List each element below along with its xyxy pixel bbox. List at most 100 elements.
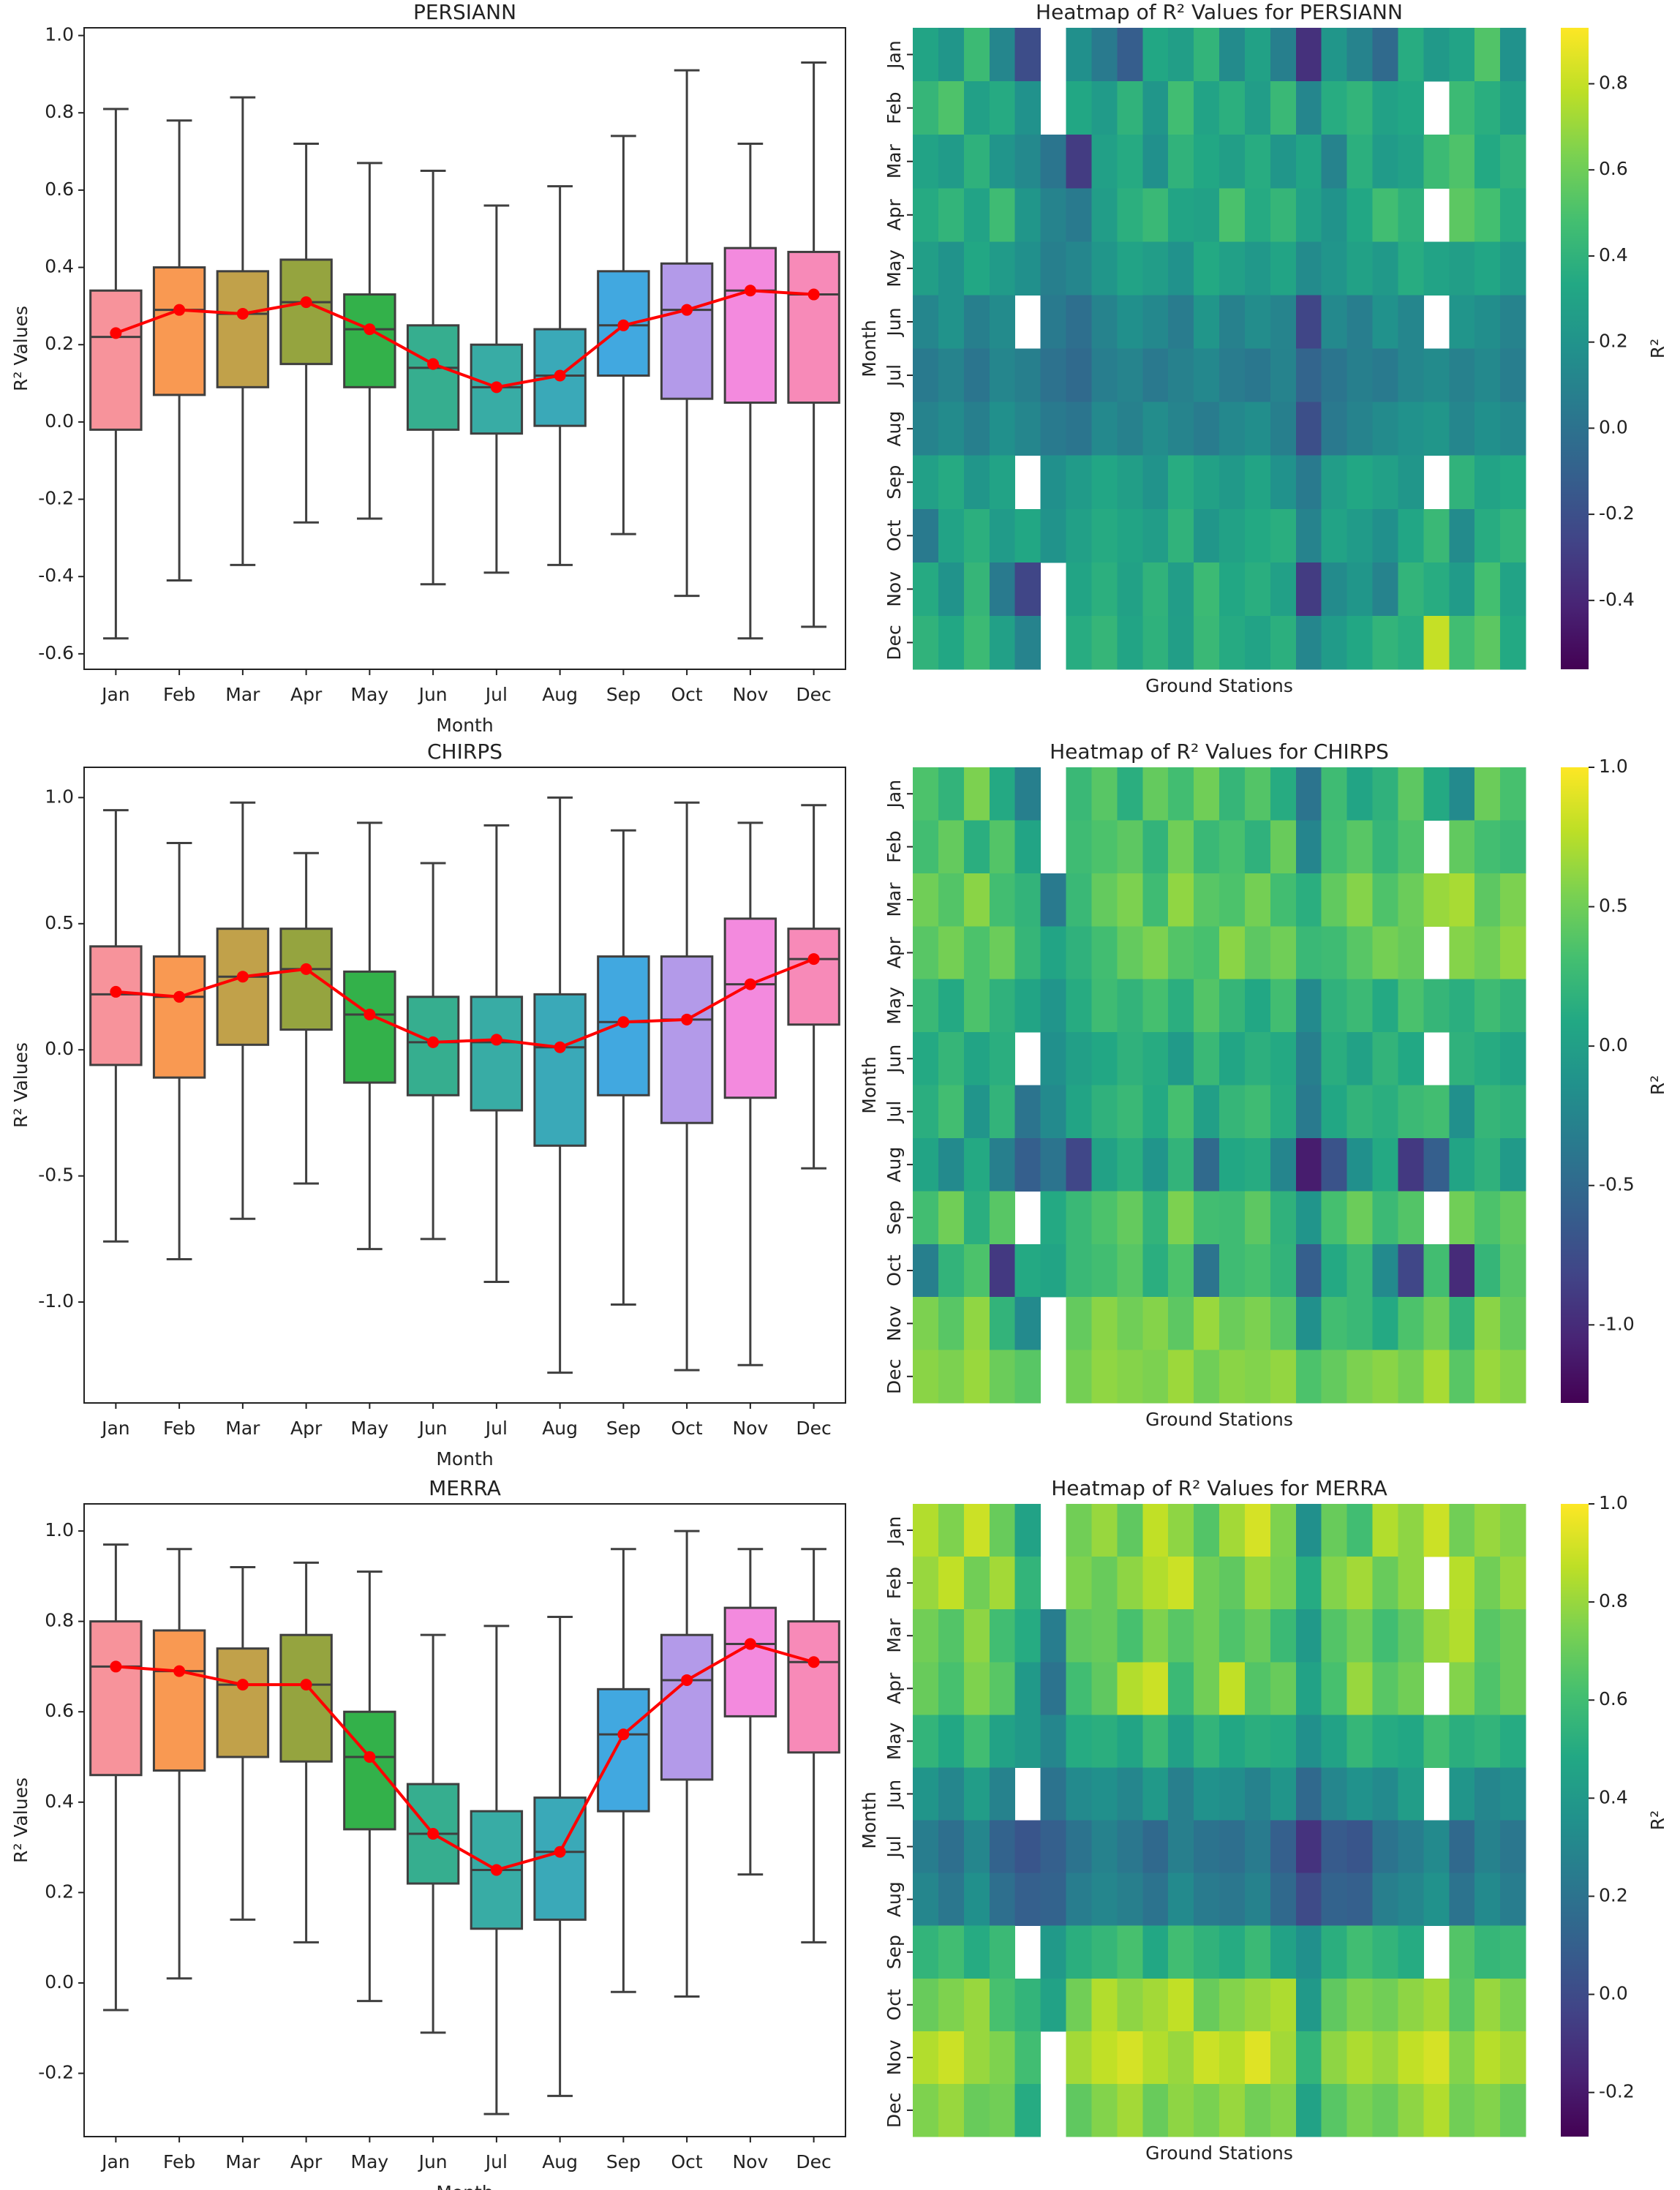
heatmap-cell <box>938 1297 965 1351</box>
heatmap-cell <box>1449 1243 1475 1298</box>
mean-line <box>116 957 815 1049</box>
heatmap-cell <box>1474 1715 1501 1768</box>
heatmap-cell <box>1449 979 1475 1033</box>
heatmap-cell <box>1423 1137 1450 1192</box>
heatmap-cell <box>1372 81 1398 135</box>
y-axis-label: R² Values <box>10 1777 31 1863</box>
heatmap-cell <box>1066 1243 1092 1298</box>
x-tick-label: Nov <box>732 684 768 705</box>
heatmap-cell <box>1244 295 1271 349</box>
heatmap-cell <box>913 979 939 1033</box>
heatmap-cell <box>1219 28 1246 82</box>
heatmap-cell <box>938 1085 965 1139</box>
heatmap-cell <box>913 1609 939 1663</box>
heatmap-cell <box>1474 2031 1501 2085</box>
heatmap-cell <box>989 28 1016 82</box>
heatmap-cell <box>1474 28 1501 82</box>
mean-point <box>173 304 186 316</box>
heatmap-cell <box>1398 1925 1424 1979</box>
heatmap-cell <box>938 1504 965 1557</box>
heatmap-cell <box>963 1609 990 1663</box>
heatmap-cell <box>1270 1243 1297 1298</box>
heatmap-cell <box>1244 1504 1271 1557</box>
x-tick-label: Apr <box>290 684 323 705</box>
heatmap-cell <box>1117 1767 1143 1821</box>
heatmap-cell <box>963 402 990 456</box>
heatmap-cell <box>1474 615 1501 670</box>
heatmap-cell <box>1168 81 1194 135</box>
heatmap-cell <box>938 562 965 617</box>
heatmap-cell <box>1219 1350 1246 1404</box>
mean-point <box>364 1751 376 1763</box>
heatmap-cell <box>1295 1350 1322 1404</box>
heatmap-cell <box>963 1820 990 1874</box>
heatmap-cell <box>1270 1191 1297 1245</box>
heatmap-cell <box>1474 1032 1501 1085</box>
heatmap-cell <box>1398 820 1424 874</box>
heatmap-cell <box>1168 2083 1194 2137</box>
heatmap-cell <box>1168 873 1194 927</box>
heatmap-cell <box>1500 2083 1526 2137</box>
colorbar-tick-label: 0.0 <box>1599 1983 1628 2004</box>
y-tick-label: 0.4 <box>45 1791 74 1812</box>
x-axis-label: Month <box>436 1448 493 1470</box>
heatmap-cell <box>1449 1032 1475 1085</box>
heatmap-cell <box>1066 2031 1092 2085</box>
heatmap-cell <box>1449 767 1475 821</box>
heatmap-cell <box>1449 1873 1475 1927</box>
heatmap-cell <box>989 820 1016 874</box>
heatmap-cell <box>1500 348 1526 403</box>
heatmap-cell <box>1219 1191 1246 1245</box>
heatmap-cell <box>1321 2083 1348 2137</box>
heatmap-cell <box>1091 979 1118 1033</box>
mean-point <box>681 304 693 316</box>
heatmap-cell <box>1168 1820 1194 1874</box>
heatmap-cell <box>1117 402 1143 456</box>
heatmap-cell <box>1423 873 1450 927</box>
heatmap-cell <box>1117 1243 1143 1298</box>
heatmap-cell <box>1500 1978 1526 2032</box>
y-tick-label: -1.0 <box>38 1290 74 1312</box>
heatmap-cell <box>963 1297 990 1351</box>
heatmap-cell <box>1219 455 1246 510</box>
heatmap-cell <box>1066 1662 1092 1715</box>
x-tick-label: Nov <box>732 1418 768 1439</box>
heatmap-cell <box>1295 1032 1322 1085</box>
heatmap-cell <box>938 1873 965 1927</box>
heatmap-cell <box>1194 767 1220 821</box>
heatmap-cell <box>1372 2031 1398 2085</box>
y-tick-label: -0.4 <box>38 565 74 586</box>
heatmap-cell <box>1219 820 1246 874</box>
heatmap-cell <box>1091 135 1118 189</box>
heatmap-cell <box>1500 455 1526 510</box>
heatmap-cell <box>1346 767 1373 821</box>
heatmap-cell <box>1244 1662 1271 1715</box>
mean-point <box>300 963 312 975</box>
mean-point <box>617 1728 630 1741</box>
heatmap-cell <box>1449 455 1475 510</box>
heatmap-cell <box>1117 615 1143 670</box>
box <box>533 993 587 1147</box>
heatmap-cell <box>1168 1191 1194 1245</box>
heatmap-cell <box>1372 615 1398 670</box>
heatmap-cell <box>1168 1137 1194 1192</box>
heatmap-cell <box>1091 295 1118 349</box>
heatmap-cell <box>938 1557 965 1610</box>
heatmap-cell <box>1295 820 1322 874</box>
heatmap-cell <box>1398 1350 1424 1404</box>
heatmap-cell <box>1142 615 1169 670</box>
heatmap-cell <box>1270 1873 1297 1927</box>
colorbar-tick-label: 0.2 <box>1599 1884 1628 1905</box>
heatmap-cell <box>1295 455 1322 510</box>
heatmap-cell <box>989 1978 1016 2032</box>
heatmap-cell <box>1500 508 1526 563</box>
heatmap-cell <box>1066 1820 1092 1874</box>
heatmap-cell <box>1423 1609 1450 1663</box>
heatmap-cell <box>1117 1557 1143 1610</box>
heatmap-cell <box>1474 1137 1501 1192</box>
heatmap-cell <box>1244 1137 1271 1192</box>
heatmap-cell <box>913 1504 939 1557</box>
heatmap-cell <box>1142 81 1169 135</box>
heatmap-cell <box>913 1032 939 1085</box>
heatmap-cell <box>1270 1715 1297 1768</box>
